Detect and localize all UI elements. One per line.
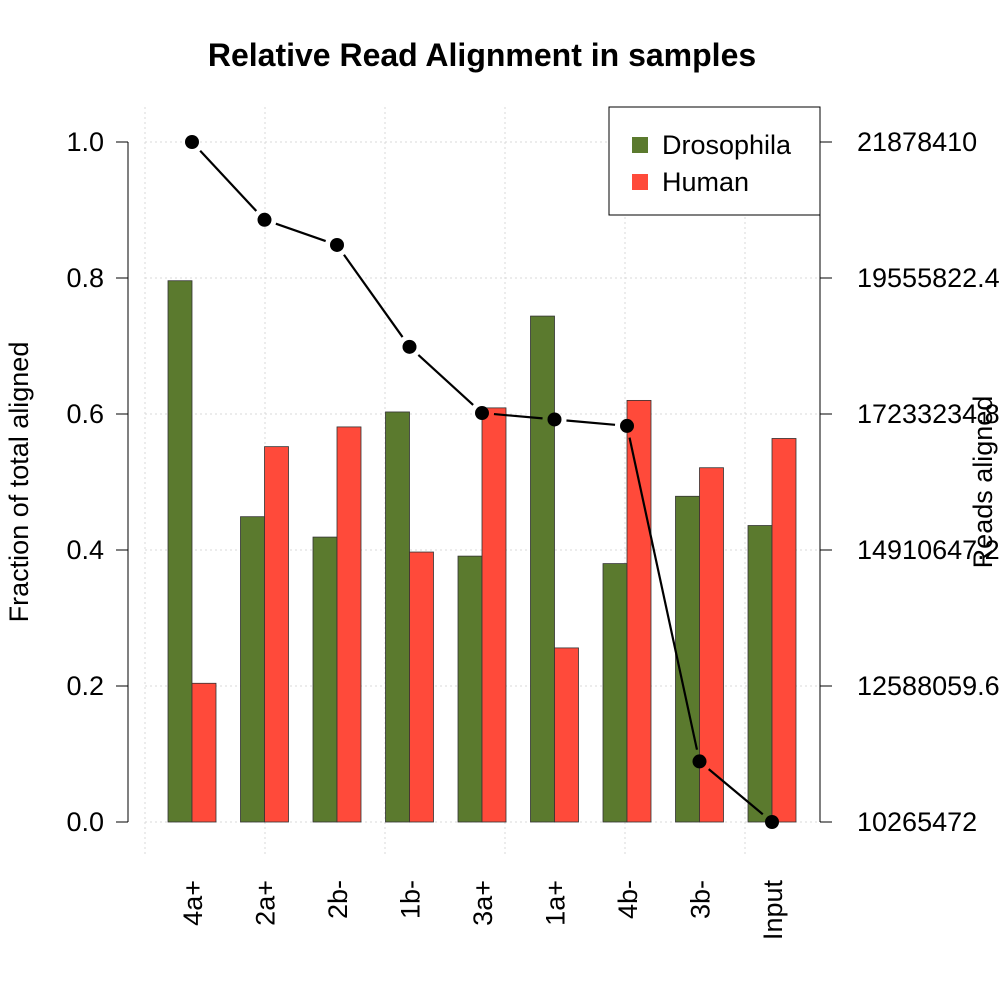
line-point-4b- <box>620 418 634 433</box>
bar-human-Input <box>771 438 797 823</box>
bar-drosophila-3a+ <box>457 555 483 823</box>
legend-box <box>608 106 821 216</box>
right-axis-ticks: 10265472 12588059.6 14910647.2 17233234.8 19… <box>820 127 1000 837</box>
y-axis-label: Fraction of total aligned <box>4 342 34 623</box>
x-tick-label: 1b- <box>396 880 426 919</box>
bar-drosophila-3b- <box>675 495 700 823</box>
x-tick-label: 1a+ <box>541 880 571 926</box>
line-segment <box>493 412 543 420</box>
left-tick-label: 0.6 <box>66 399 104 429</box>
right-tick-label: 10265472 <box>857 807 977 837</box>
x-tick-label: 2b- <box>323 880 353 919</box>
bar-human-3a+ <box>481 407 507 823</box>
bar-human-3b- <box>699 467 724 823</box>
bar-human-4b- <box>626 399 652 823</box>
right-tick-label: 17233234.8 <box>857 399 1000 429</box>
chart-title: Relative Read Alignment in samples <box>208 37 756 73</box>
x-tick-label: 2a+ <box>251 880 281 926</box>
bar-drosophila-4a+ <box>167 280 193 823</box>
right-tick-label: 14910647.2 <box>857 535 1000 565</box>
grid <box>144 107 820 857</box>
line-segment <box>417 354 474 406</box>
line-point-1a+ <box>547 412 562 427</box>
line-segment <box>566 419 616 426</box>
bar-drosophila-2a+ <box>240 516 265 823</box>
line-segment <box>708 768 764 816</box>
line-point-4a+ <box>185 135 199 149</box>
left-tick-label: 0.0 <box>66 807 104 837</box>
legend-label-drosophila: Drosophila <box>662 130 792 160</box>
x-axis-tick-labels: 4a+ 2a+ 2b- 1b- 3a+ 1a+ 4b- 3b- Input <box>178 880 788 941</box>
right-tick-label: 21878410 <box>857 127 977 157</box>
x-tick-label: 4b- <box>613 880 643 919</box>
bar-human-1a+ <box>554 647 579 823</box>
right-tick-label: 12588059.6 <box>857 671 1000 701</box>
bar-drosophila-Input <box>747 525 773 823</box>
line-segment <box>199 150 258 212</box>
left-tick-label: 0.8 <box>66 263 104 293</box>
left-tick-label: 0.2 <box>66 671 104 701</box>
line-segment <box>628 437 699 750</box>
left-tick-label: 0.4 <box>66 535 104 565</box>
bar-drosophila-1b- <box>385 411 410 823</box>
bars <box>167 280 797 823</box>
left-tick-label: 1.0 <box>66 127 104 157</box>
x-tick-label: 3a+ <box>468 880 498 926</box>
axes <box>127 142 821 822</box>
legend-label-human: Human <box>662 167 749 197</box>
legend-swatch-drosophila <box>632 137 648 153</box>
line-point-Input <box>765 815 779 829</box>
line-segment <box>275 222 327 243</box>
line-series <box>185 135 779 829</box>
line-point-1b- <box>402 339 417 354</box>
bar-drosophila-1a+ <box>530 315 555 823</box>
x-tick-label: Input <box>758 880 788 941</box>
x-tick-label: 3b- <box>686 880 716 919</box>
line-point-3a+ <box>475 406 489 421</box>
bar-human-2a+ <box>264 446 289 823</box>
line-segment <box>343 254 404 338</box>
legend: Drosophila Human <box>608 106 821 216</box>
left-axis-ticks: 0.0 0.2 0.4 0.6 0.8 1.0 <box>66 127 128 837</box>
bar-human-4a+ <box>191 682 217 823</box>
line-point-3b- <box>692 754 707 769</box>
right-tick-label: 19555822.4 <box>857 263 1000 293</box>
legend-swatch-human <box>632 174 648 190</box>
bar-drosophila-2b- <box>312 536 338 823</box>
y2-axis-label: Reads aligned <box>968 396 998 569</box>
bar-human-2b- <box>336 426 362 823</box>
bar-drosophila-4b- <box>602 563 628 823</box>
line-point-2a+ <box>257 212 272 227</box>
bar-human-1b- <box>409 551 434 823</box>
line-point-2b- <box>330 237 344 252</box>
x-tick-label: 4a+ <box>178 880 208 926</box>
